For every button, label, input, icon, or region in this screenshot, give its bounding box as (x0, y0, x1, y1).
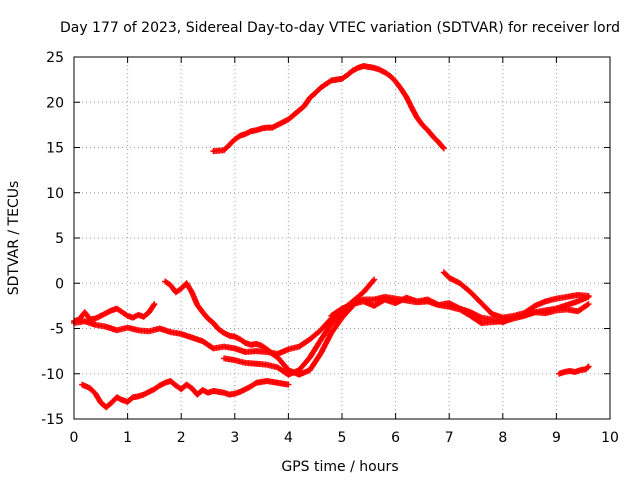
data-point (585, 292, 592, 299)
data-point (370, 277, 377, 284)
tick-layer: 0 1 2 3 4 5 6 7 8 9 10 25 20 15 10 5 0 -5 -10 -15 (41, 50, 619, 446)
x-tick-label: 5 (338, 430, 347, 446)
series-arc-low (79, 377, 292, 411)
x-tick-label: 3 (230, 430, 239, 446)
y-tick-label: 0 (55, 276, 64, 292)
y-tick-label: 5 (55, 231, 64, 247)
data-point (585, 363, 592, 370)
x-tick-label: 10 (601, 430, 619, 446)
series-arc-f (440, 269, 592, 321)
series-arc-high (210, 63, 447, 155)
data-layer (71, 63, 592, 411)
data-point (585, 301, 592, 308)
y-axis-label: SDTVAR / TECUs (6, 181, 22, 296)
data-point (439, 144, 446, 151)
y-tick-label: 25 (46, 50, 64, 66)
x-tick-label: 8 (498, 430, 507, 446)
x-axis-label: GPS time / hours (281, 459, 398, 475)
y-tick-label: -10 (41, 367, 64, 383)
y-tick-label: 15 (46, 141, 64, 157)
grid-layer (74, 57, 610, 419)
series-arc-c (162, 278, 356, 378)
x-tick-label: 4 (284, 430, 293, 446)
x-tick-label: 9 (552, 430, 561, 446)
x-tick-label: 2 (177, 430, 186, 446)
y-tick-label: -5 (50, 322, 64, 338)
data-point (584, 301, 591, 308)
y-tick-label: -15 (41, 412, 64, 428)
data-point (371, 276, 378, 283)
x-tick-label: 1 (123, 430, 132, 446)
series-arc-g (556, 363, 592, 377)
data-point (440, 145, 447, 152)
y-tick-label: 20 (46, 95, 64, 111)
y-tick-label: 10 (46, 186, 64, 202)
data-point (285, 381, 292, 388)
data-point (151, 301, 158, 308)
x-tick-label: 6 (391, 430, 400, 446)
x-tick-label: 0 (70, 430, 79, 446)
plot-frame (73, 56, 611, 420)
data-point (150, 302, 157, 309)
data-point (584, 364, 591, 371)
x-tick-label: 7 (445, 430, 454, 446)
series-arc-e (328, 294, 592, 326)
chart-title: Day 177 of 2023, Sidereal Day-to-day VTE… (60, 20, 620, 36)
